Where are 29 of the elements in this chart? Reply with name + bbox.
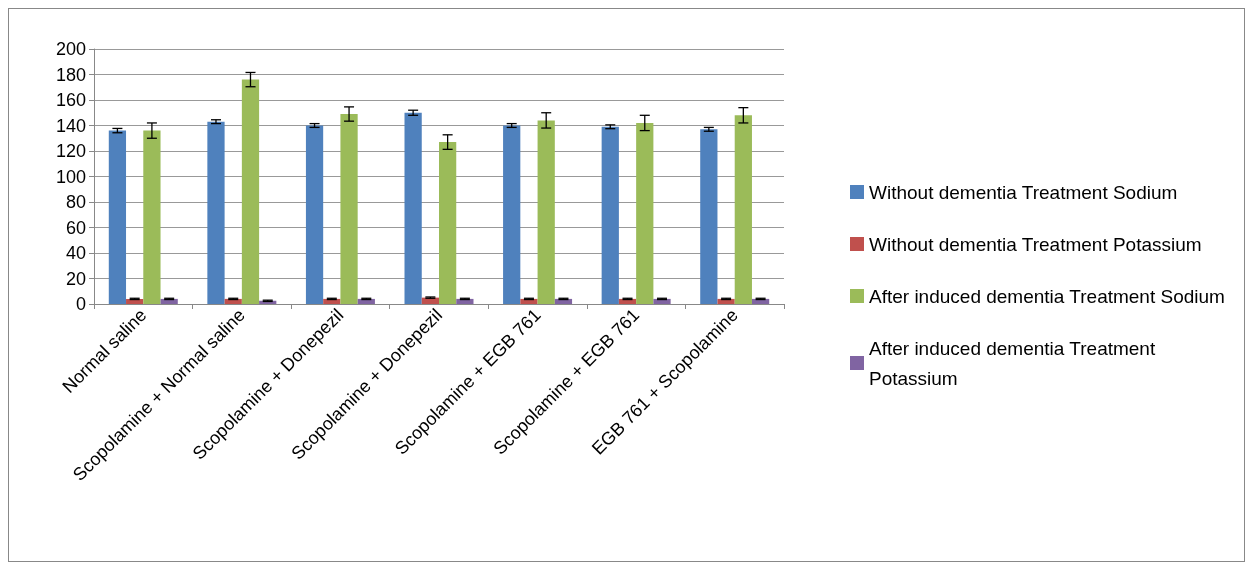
bar	[404, 112, 422, 304]
bar	[734, 115, 752, 304]
legend-label: After induced dementia Treatment Sodium	[869, 285, 1225, 307]
legend-label: After induced dementia Treatment Potassium	[869, 337, 1161, 389]
y-tick-label: 180	[55, 64, 86, 85]
legend-label: Without dementia Treatment Sodium	[869, 181, 1178, 203]
bar	[305, 125, 324, 304]
bar	[537, 120, 555, 304]
bar	[439, 142, 457, 304]
y-tick-label: 100	[55, 166, 86, 187]
y-tick-label: 40	[65, 243, 86, 263]
y-tick-label: 200	[55, 39, 86, 59]
bar	[700, 129, 718, 304]
bar	[503, 125, 521, 304]
bar	[241, 79, 260, 304]
y-tick-label: 140	[55, 115, 86, 136]
y-tick-label: 160	[55, 90, 86, 110]
bar	[143, 130, 161, 304]
y-tick-label: 120	[55, 141, 86, 161]
bar	[207, 121, 225, 304]
y-tick-label: 60	[65, 217, 86, 238]
y-tick-label: 80	[65, 192, 86, 212]
legend-label: Without dementia Treatment Potassium	[869, 233, 1202, 255]
y-tick-label: 20	[65, 268, 86, 289]
y-tick-label: 0	[75, 294, 86, 314]
bar	[108, 130, 127, 304]
bar	[340, 114, 358, 304]
bar	[601, 126, 619, 304]
bar	[636, 122, 654, 304]
